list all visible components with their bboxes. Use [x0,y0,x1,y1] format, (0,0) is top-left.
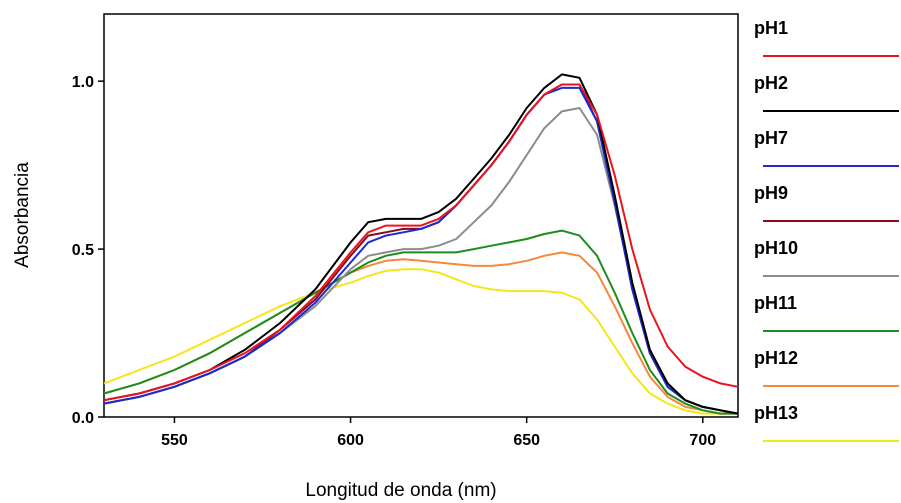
y-axis-title: Absorbancia [12,162,33,268]
legend-label-ph9: pH9 [754,183,788,203]
series-line-ph2 [103,73,739,415]
series-line-ph1 [103,83,739,402]
legend-label-ph13: pH13 [754,403,798,423]
x-tick-label: 600 [337,432,364,449]
x-axis-ticks: 550 600 650 700 [161,417,716,449]
series-lines [103,73,739,415]
series-line-ph13 [103,268,738,415]
y-tick-label: 1.0 [72,74,94,91]
x-tick-label: 700 [689,432,716,449]
legend: pH1 pH2 pH7 pH9 pH10 pH11 pH12 pH13 [754,18,899,442]
series-line-ph12 [103,251,738,415]
x-tick-label: 550 [161,432,188,449]
y-tick-label: 0.5 [72,242,94,259]
legend-label-ph2: pH2 [754,73,788,93]
legend-label-ph1: pH1 [754,18,788,38]
legend-label-ph11: pH11 [754,293,797,313]
legend-label-ph12: pH12 [754,348,798,368]
series-line-ph11 [103,229,738,415]
y-tick-label: 0.0 [72,410,94,427]
x-tick-label: 650 [513,432,540,449]
legend-label-ph7: pH7 [754,128,788,148]
legend-label-ph10: pH10 [754,238,798,258]
x-axis-title: Longitud de onda (nm) [305,480,496,501]
y-axis-ticks: 0.0 0.5 1.0 [72,74,104,427]
plot-frame [103,13,739,418]
